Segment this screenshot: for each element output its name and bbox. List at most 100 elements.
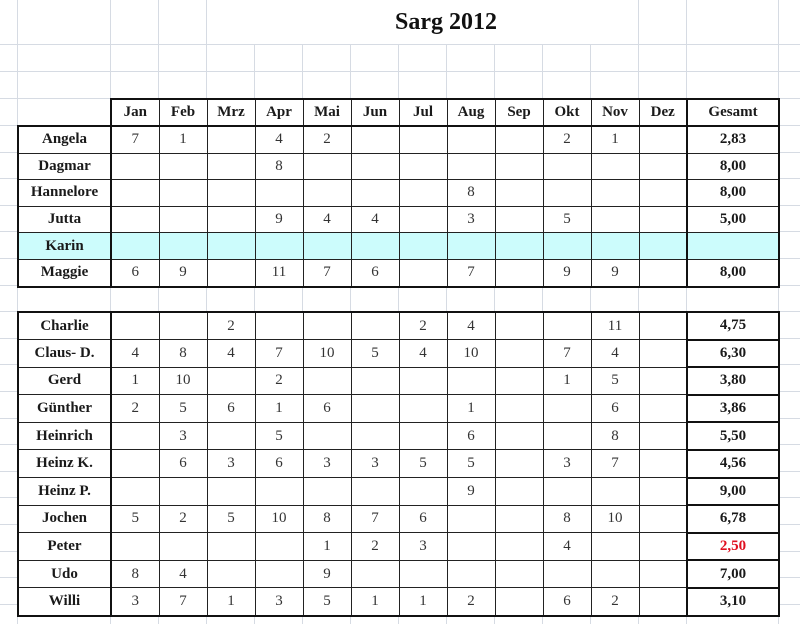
month-value-cell[interactable]: 4: [542, 532, 592, 561]
total-cell[interactable]: 8,00: [686, 152, 780, 181]
month-value-cell[interactable]: [350, 179, 400, 207]
month-value-cell[interactable]: [494, 125, 544, 154]
person-name-cell[interactable]: Gerd: [17, 366, 112, 396]
month-value-cell[interactable]: [494, 258, 544, 288]
month-value-cell[interactable]: 5: [158, 394, 208, 423]
month-value-cell[interactable]: 8: [302, 504, 352, 534]
month-value-cell[interactable]: 8: [254, 152, 304, 181]
month-header-apr[interactable]: Apr: [254, 98, 304, 128]
month-value-cell[interactable]: 2: [206, 311, 256, 341]
month-value-cell[interactable]: 2: [158, 504, 208, 534]
month-value-cell[interactable]: [158, 311, 208, 341]
month-value-cell[interactable]: 5: [302, 587, 352, 617]
month-value-cell[interactable]: [206, 366, 256, 396]
month-header-dez[interactable]: Dez: [638, 98, 688, 128]
month-value-cell[interactable]: [206, 258, 256, 288]
month-value-cell[interactable]: [110, 532, 160, 561]
total-cell[interactable]: 7,00: [686, 559, 780, 589]
total-cell[interactable]: 5,50: [686, 421, 780, 451]
month-value-cell[interactable]: [158, 477, 208, 506]
month-value-cell[interactable]: [638, 532, 688, 561]
month-value-cell[interactable]: 9: [158, 258, 208, 288]
month-value-cell[interactable]: [398, 477, 448, 506]
month-value-cell[interactable]: 4: [254, 125, 304, 154]
month-value-cell[interactable]: [110, 152, 160, 181]
month-value-cell[interactable]: 1: [206, 587, 256, 617]
month-value-cell[interactable]: [158, 232, 208, 260]
month-value-cell[interactable]: 3: [350, 449, 400, 479]
person-name-cell[interactable]: Hannelore: [17, 179, 112, 207]
month-value-cell[interactable]: 8: [542, 504, 592, 534]
month-value-cell[interactable]: [494, 421, 544, 451]
month-value-cell[interactable]: [542, 394, 592, 423]
month-value-cell[interactable]: 3: [398, 532, 448, 561]
month-value-cell[interactable]: [494, 532, 544, 561]
month-value-cell[interactable]: 7: [254, 339, 304, 368]
month-value-cell[interactable]: 5: [350, 339, 400, 368]
person-name-cell[interactable]: Heinz K.: [17, 449, 112, 479]
person-name-cell[interactable]: Dagmar: [17, 152, 112, 181]
month-value-cell[interactable]: [254, 179, 304, 207]
month-value-cell[interactable]: 6: [206, 394, 256, 423]
month-header-aug[interactable]: Aug: [446, 98, 496, 128]
month-value-cell[interactable]: [398, 559, 448, 589]
month-value-cell[interactable]: [206, 559, 256, 589]
month-value-cell[interactable]: 10: [446, 339, 496, 368]
month-header-jul[interactable]: Jul: [398, 98, 448, 128]
month-value-cell[interactable]: [638, 449, 688, 479]
month-value-cell[interactable]: [398, 205, 448, 234]
month-value-cell[interactable]: 11: [590, 311, 640, 341]
month-value-cell[interactable]: [302, 152, 352, 181]
month-value-cell[interactable]: [494, 311, 544, 341]
month-value-cell[interactable]: [638, 339, 688, 368]
month-value-cell[interactable]: [638, 152, 688, 181]
month-value-cell[interactable]: 2: [542, 125, 592, 154]
month-value-cell[interactable]: 6: [254, 449, 304, 479]
month-value-cell[interactable]: [638, 366, 688, 396]
month-value-cell[interactable]: [206, 477, 256, 506]
month-value-cell[interactable]: 9: [542, 258, 592, 288]
total-cell[interactable]: 6,78: [686, 504, 780, 534]
month-value-cell[interactable]: 4: [206, 339, 256, 368]
total-cell[interactable]: 9,00: [686, 476, 780, 507]
month-header-mrz[interactable]: Mrz: [206, 98, 256, 128]
month-value-cell[interactable]: [494, 205, 544, 234]
month-value-cell[interactable]: [638, 559, 688, 589]
month-value-cell[interactable]: 3: [446, 205, 496, 234]
month-value-cell[interactable]: [494, 366, 544, 396]
month-value-cell[interactable]: [638, 504, 688, 534]
month-value-cell[interactable]: [398, 179, 448, 207]
month-value-cell[interactable]: 5: [110, 504, 160, 534]
month-value-cell[interactable]: [494, 449, 544, 479]
month-value-cell[interactable]: 5: [590, 366, 640, 396]
month-value-cell[interactable]: 9: [446, 477, 496, 506]
month-value-cell[interactable]: [590, 559, 640, 589]
month-value-cell[interactable]: [446, 152, 496, 181]
month-value-cell[interactable]: [446, 532, 496, 561]
month-value-cell[interactable]: [398, 232, 448, 260]
month-value-cell[interactable]: [206, 232, 256, 260]
month-value-cell[interactable]: [446, 504, 496, 534]
month-value-cell[interactable]: 6: [158, 449, 208, 479]
month-value-cell[interactable]: 4: [446, 311, 496, 341]
month-value-cell[interactable]: [206, 421, 256, 451]
month-value-cell[interactable]: [302, 366, 352, 396]
total-cell[interactable]: 6,30: [686, 338, 780, 369]
month-value-cell[interactable]: 5: [542, 205, 592, 234]
month-header-sep[interactable]: Sep: [494, 98, 544, 128]
month-value-cell[interactable]: [638, 477, 688, 506]
month-value-cell[interactable]: 4: [398, 339, 448, 368]
month-value-cell[interactable]: [350, 125, 400, 154]
month-value-cell[interactable]: [542, 152, 592, 181]
month-value-cell[interactable]: [398, 152, 448, 181]
month-value-cell[interactable]: [206, 152, 256, 181]
month-value-cell[interactable]: 6: [350, 258, 400, 288]
month-value-cell[interactable]: [302, 477, 352, 506]
month-value-cell[interactable]: [638, 394, 688, 423]
month-value-cell[interactable]: [590, 205, 640, 234]
month-value-cell[interactable]: [542, 232, 592, 260]
month-value-cell[interactable]: 8: [110, 559, 160, 589]
person-name-cell[interactable]: Maggie: [17, 258, 112, 288]
person-name-cell[interactable]: Angela: [17, 125, 112, 154]
month-value-cell[interactable]: 7: [446, 258, 496, 288]
